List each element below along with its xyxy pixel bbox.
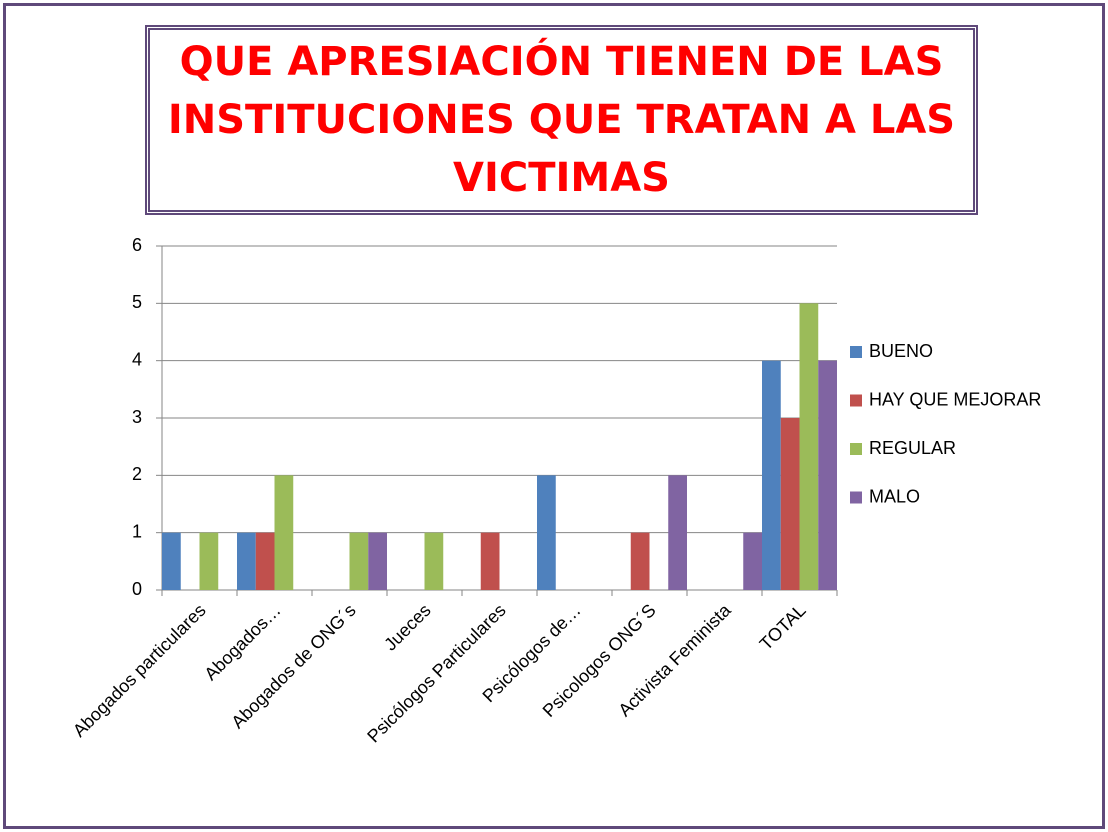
x-tick-label: TOTAL [756,600,810,654]
y-tick-label: 0 [132,579,142,599]
bar [237,532,256,590]
bar [480,532,500,590]
x-tick-label: Jueces [380,600,434,654]
bar [424,532,444,590]
title-box: QUE APRESIACIÓN TIENEN DE LAS INSTITUCIO… [145,25,978,215]
legend-swatch [850,443,862,455]
bar [162,532,181,590]
page-frame [3,3,1105,829]
y-tick-label: 3 [132,407,142,427]
legend-swatch [850,346,862,358]
legend-swatch [850,491,862,504]
legend-label: BUENO [869,341,933,361]
x-tick-label: Abogados particulares [69,600,210,741]
x-tick-label: Abogados de ONG´s [227,600,359,732]
legend-label: REGULAR [869,438,956,458]
x-tick-label: Psicólogos Particulares [363,600,509,746]
y-tick-label: 1 [132,521,142,541]
x-tick-label: Abogados… [200,600,284,684]
bar [799,303,819,590]
y-tick-label: 2 [132,464,142,484]
bar [199,532,219,590]
chart-title: QUE APRESIACIÓN TIENEN DE LAS INSTITUCIO… [167,39,956,201]
bar [255,532,275,590]
legend-label: MALO [869,486,920,506]
bar [743,532,762,590]
bar [349,532,369,590]
bar [668,475,687,590]
legend-swatch [850,394,862,407]
bar [630,532,650,590]
bar [762,360,781,590]
legend-label: HAY QUE MEJORAR [869,389,1041,409]
bar [537,475,556,590]
y-tick-label: 6 [132,235,142,255]
bar [780,418,800,590]
y-tick-label: 5 [132,292,142,312]
bar [274,475,294,590]
bar [818,360,837,590]
bar [368,532,387,590]
y-tick-label: 4 [132,349,142,369]
